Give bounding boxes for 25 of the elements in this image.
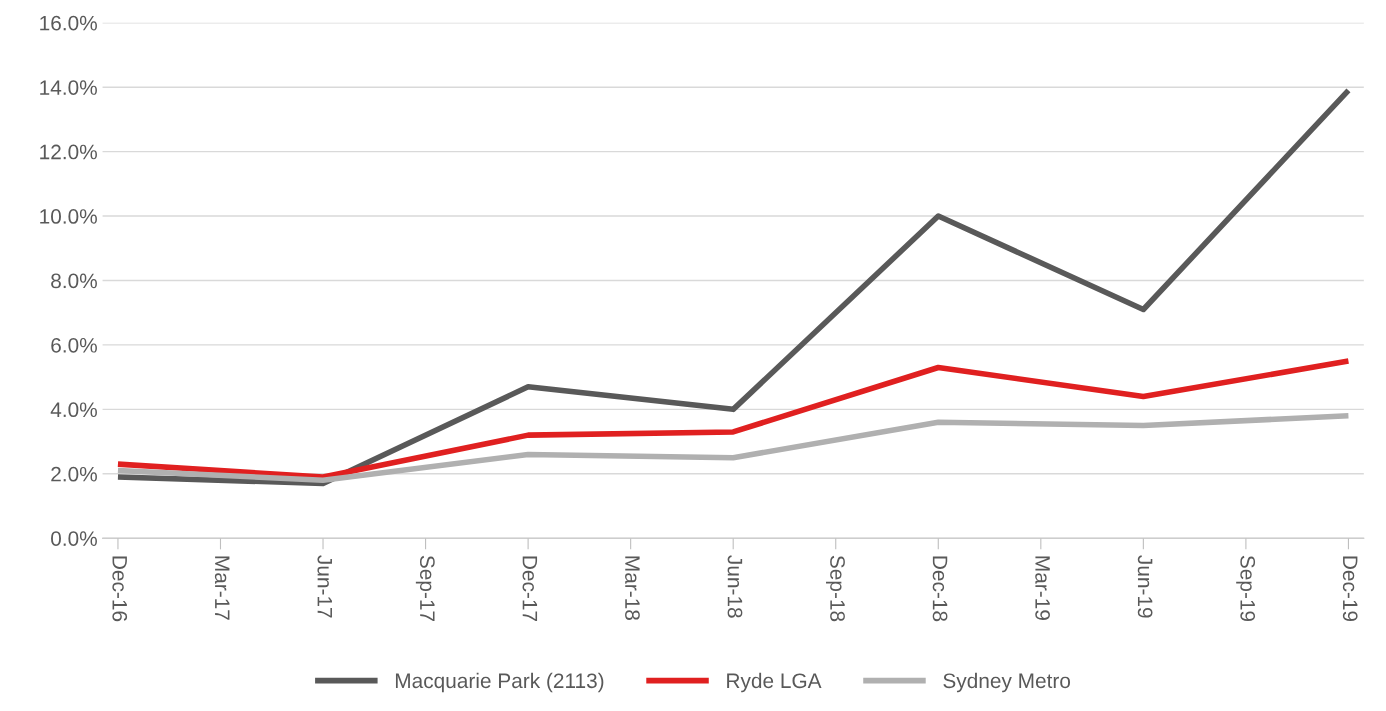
y-tick-label: 12.0% xyxy=(40,144,97,160)
x-tick-label: Dec-16 xyxy=(112,556,128,622)
y-tick-label: 4.0% xyxy=(50,402,97,418)
legend-label: Ryde LGA xyxy=(727,672,822,693)
x-tick-label: Dec-17 xyxy=(522,556,538,622)
x-tick-label: Mar-19 xyxy=(1035,556,1050,620)
y-tick-label: 10.0% xyxy=(40,209,97,224)
legend-label: Sydney Metro xyxy=(943,672,1071,693)
legend-label: Macquarie Park (2113) xyxy=(395,672,604,693)
y-tick-label: 6.0% xyxy=(51,337,97,353)
x-tick-label: Dec-19 xyxy=(1342,556,1358,622)
x-tick-label: Mar-18 xyxy=(625,556,640,620)
x-tick-label: Sep-19 xyxy=(1236,555,1256,622)
x-tick-label: Sep-18 xyxy=(826,555,845,622)
y-tick-label: 16.0% xyxy=(40,15,97,31)
x-tick-label: Sep-17 xyxy=(415,555,435,622)
x-tick-label: Jun-18 xyxy=(727,555,743,618)
y-tick-label: 2.0% xyxy=(51,466,97,482)
x-tick-label: Jun-19 xyxy=(1137,555,1153,618)
y-tick-label: 8.0% xyxy=(51,273,97,289)
y-tick-label: 14.0% xyxy=(40,80,97,95)
x-tick-label: Jun-17 xyxy=(317,555,332,618)
x-tick-label: Mar-17 xyxy=(214,556,230,620)
y-tick-label: 0.0% xyxy=(51,531,97,546)
x-tick-label: Dec-18 xyxy=(932,556,948,622)
